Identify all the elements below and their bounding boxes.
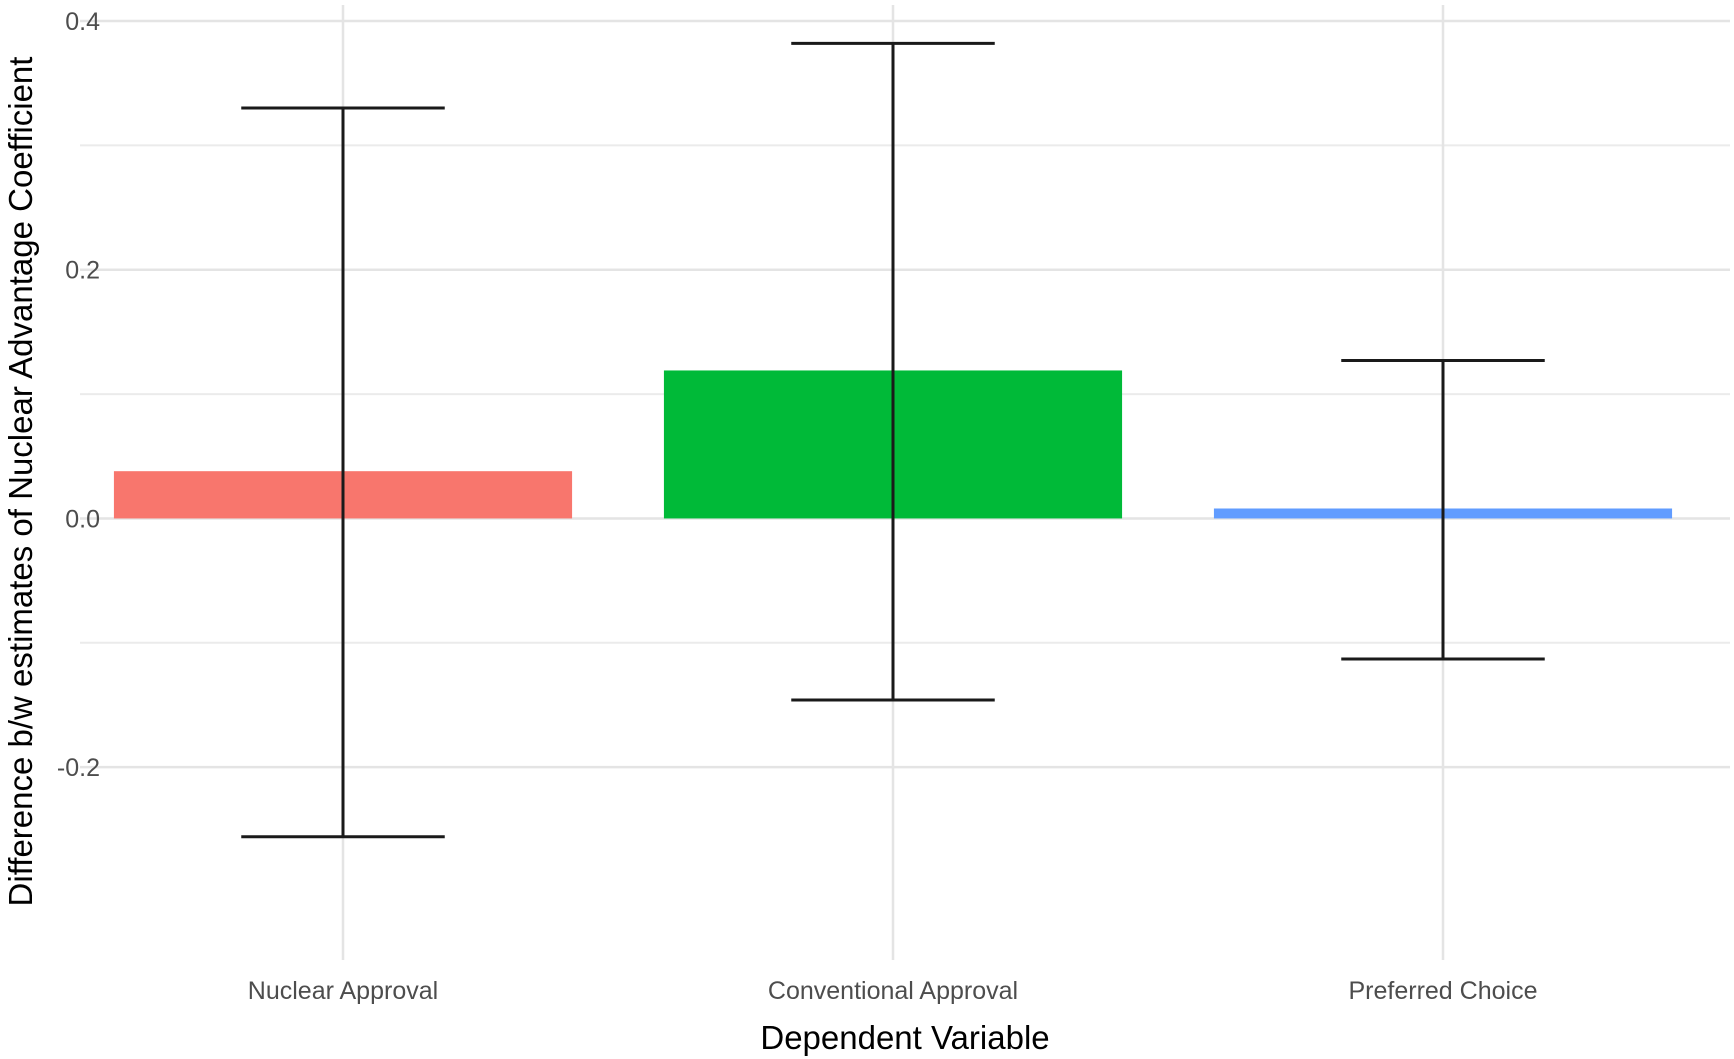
y-tick-label: 0.2 (65, 257, 100, 285)
y-tick-label: 0.0 (65, 505, 100, 533)
x-tick-label: Nuclear Approval (248, 977, 438, 1005)
x-axis-tick-labels: Nuclear Approval Conventional Approval Pre… (248, 977, 1538, 1005)
error-bars (241, 41, 1545, 839)
x-axis-title: Dependent Variable (760, 1019, 1049, 1056)
x-tick-label: Conventional Approval (768, 977, 1018, 1005)
y-axis-title: Difference b/w estimates of Nuclear Adva… (2, 57, 39, 907)
error-bar (1341, 359, 1545, 661)
y-axis-tick-labels: -0.2 0.0 0.2 0.4 (57, 8, 100, 782)
y-tick-label: 0.4 (65, 8, 100, 36)
error-bar (241, 106, 445, 839)
error-bar (791, 41, 995, 702)
x-tick-label: Preferred Choice (1349, 977, 1538, 1005)
y-tick-label: -0.2 (57, 754, 100, 782)
